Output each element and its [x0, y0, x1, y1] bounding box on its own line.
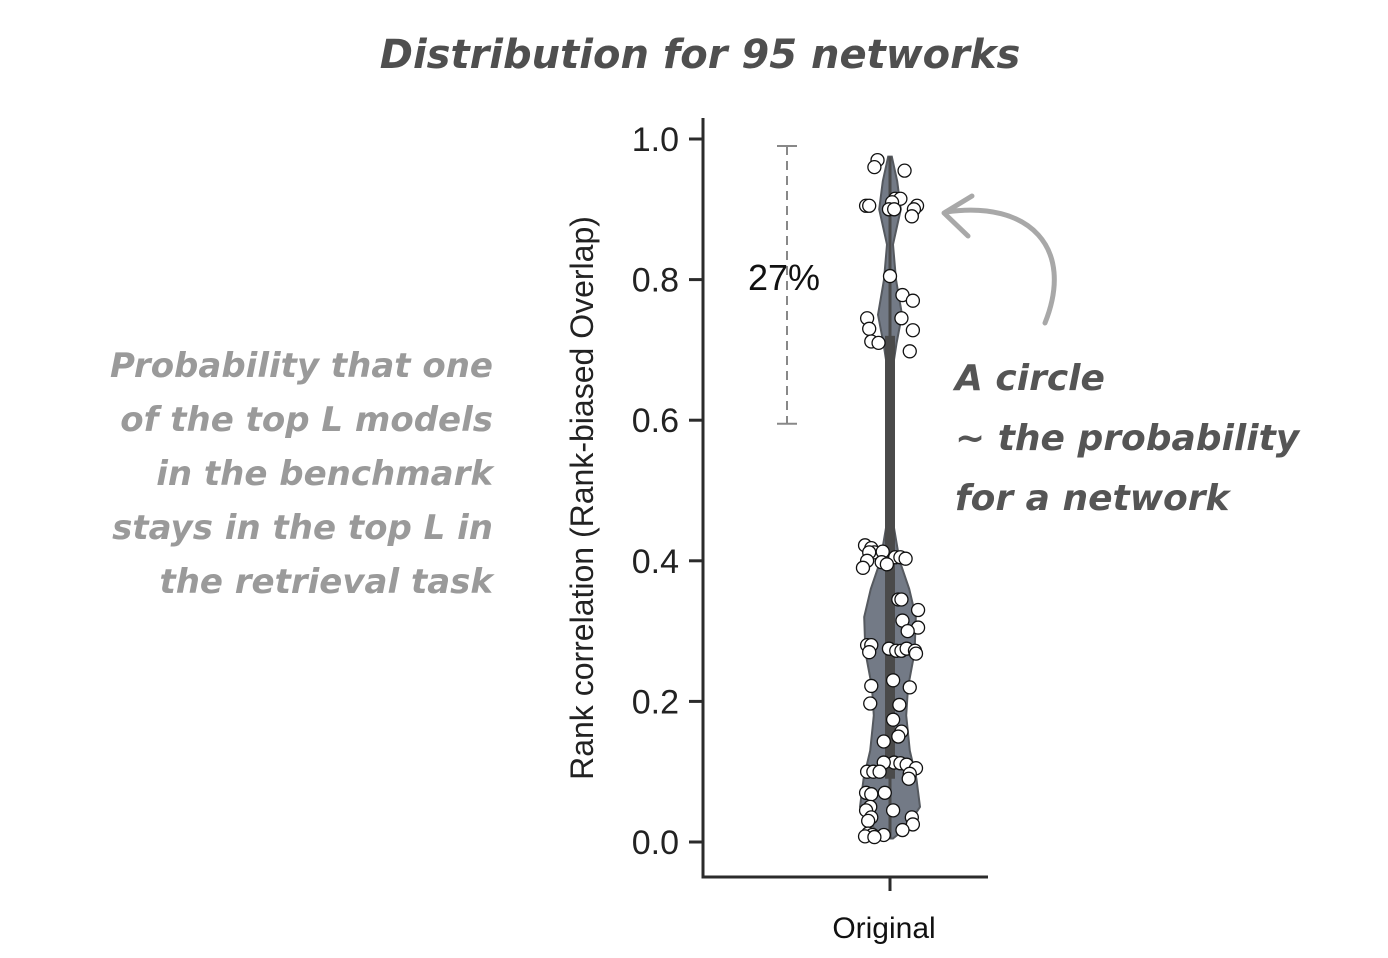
data-point-70	[864, 787, 879, 802]
chart-title: Distribution for 95 networks	[380, 32, 1021, 78]
data-point-40	[900, 623, 915, 639]
data-point-65	[872, 764, 887, 779]
axes: 0.0 0.2 0.4 0.6 0.8 1.0 Original	[632, 118, 988, 945]
x-tick-label-0: Original	[832, 912, 935, 945]
right-annotation-line-1: ~ the probability	[955, 418, 1301, 459]
data-point-15	[905, 293, 921, 308]
data-point-50	[885, 673, 901, 688]
data-point-37	[910, 602, 926, 618]
left-annotation-line-0: Probability that one	[110, 346, 493, 386]
y-tick-label-4: 0.8	[632, 262, 679, 300]
data-point-36	[894, 592, 909, 607]
annotation-arrowhead-icon	[941, 193, 975, 239]
left-annotation-line-1: of the top L models	[120, 400, 493, 440]
y-tick-label-2: 0.4	[632, 543, 679, 581]
y-tick-label-0: 0.0	[632, 824, 679, 862]
y-tick-label-1: 0.2	[632, 683, 679, 721]
range-marker: 27%	[748, 145, 820, 425]
data-point-2	[897, 163, 912, 178]
range-marker-label: 27%	[748, 257, 820, 298]
data-point-54	[892, 697, 907, 713]
data-point-57	[891, 729, 906, 744]
data-point-55	[885, 712, 901, 727]
data-point-74	[885, 803, 901, 818]
data-point-43	[862, 645, 877, 660]
y-axis-label: Rank correlation (Rank-biased Overlap)	[564, 216, 600, 780]
data-point-49	[908, 646, 924, 661]
points-layer	[855, 152, 926, 845]
data-point-21	[871, 335, 886, 351]
data-point-30	[898, 551, 913, 566]
data-point-11	[887, 202, 902, 217]
data-point-17	[894, 311, 909, 326]
data-point-52	[902, 680, 917, 695]
right-annotation-line-2: for a network	[955, 478, 1232, 519]
data-point-7	[862, 198, 877, 213]
data-point-58	[876, 734, 891, 749]
right-annotation: A circle ~ the probability for a network	[952, 358, 1301, 519]
left-annotation-line-2: in the benchmark	[156, 454, 495, 494]
data-point-51	[864, 678, 879, 694]
data-point-34	[855, 560, 871, 575]
data-point-79	[895, 822, 910, 838]
annotation-arrow-icon	[943, 207, 1057, 326]
data-point-1	[867, 159, 882, 175]
data-point-76	[861, 813, 876, 829]
data-point-84	[867, 829, 882, 845]
left-annotation-line-4: the retrieval task	[159, 562, 495, 602]
data-point-33	[879, 557, 895, 572]
right-annotation-line-0: A circle	[952, 358, 1105, 399]
data-point-71	[877, 785, 892, 800]
data-point-18	[862, 321, 877, 336]
y-tick-label-3: 0.6	[632, 402, 679, 440]
y-tick-label-5: 1.0	[632, 121, 679, 159]
data-point-53	[863, 696, 878, 711]
data-point-13	[882, 268, 898, 284]
data-point-22	[902, 344, 917, 359]
left-annotation: Probability that one of the top L models i…	[110, 346, 495, 602]
left-annotation-line-3: stays in the top L in	[112, 508, 493, 548]
data-point-12	[904, 209, 919, 224]
data-point-19	[905, 323, 921, 338]
data-point-68	[901, 771, 916, 786]
